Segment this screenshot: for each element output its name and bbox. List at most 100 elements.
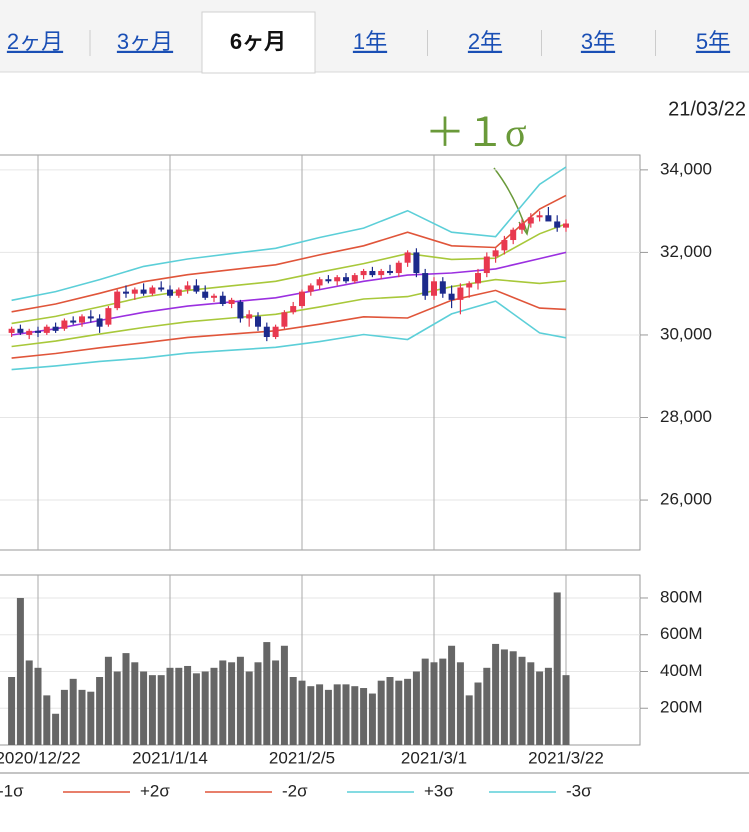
volume-bar [228, 662, 236, 745]
volume-bar [8, 677, 16, 745]
volume-bar [483, 667, 491, 745]
candle-body [272, 326, 279, 338]
candle-body [17, 328, 24, 333]
volume-bar [34, 667, 42, 745]
candle-body [70, 320, 77, 323]
volume-bar [448, 645, 456, 745]
volume-bar [404, 678, 412, 745]
tab[interactable]: 3年 [581, 29, 615, 54]
volume-bar [421, 658, 429, 745]
candle-body [26, 330, 33, 335]
candle-body [52, 326, 59, 331]
candle-body [131, 289, 138, 294]
candle-body [439, 281, 446, 294]
volume-bar [140, 671, 148, 745]
candle-body [334, 277, 341, 282]
legend-label: -2σ [282, 781, 308, 800]
volume-bar [157, 675, 165, 745]
y-tick-label: 34,000 [660, 159, 712, 178]
volume-bar [333, 684, 341, 745]
candle-body [457, 287, 464, 300]
candle-body [290, 306, 297, 313]
legend-label: +2σ [140, 781, 170, 800]
volume-bar [360, 688, 368, 745]
volume-bar [500, 649, 508, 745]
volume-bar [60, 689, 68, 745]
volume-bar [131, 662, 139, 745]
volume-bar [192, 673, 200, 745]
volume-bar [316, 684, 324, 745]
tab[interactable]: 2年 [468, 29, 502, 54]
tab[interactable]: 6ヶ月 [230, 29, 286, 54]
y-tick-label: 200M [660, 698, 703, 717]
y-tick-label: 28,000 [660, 407, 712, 426]
candle-body [211, 295, 217, 298]
candle-body [237, 301, 244, 319]
candle-body [545, 215, 552, 222]
volume-bar [78, 689, 86, 745]
legend-label: -3σ [566, 781, 592, 800]
candle-body [413, 252, 420, 274]
volume-bar [122, 653, 130, 745]
candle-body [536, 215, 543, 218]
candle-body [149, 287, 156, 294]
x-tick-label: 2021/3/22 [528, 748, 604, 767]
candle-body [492, 250, 499, 257]
legend-label: -1σ [0, 781, 24, 800]
candle-body [158, 287, 165, 290]
candle-body [281, 312, 288, 327]
tab[interactable]: 3ヶ月 [117, 29, 173, 54]
candle-body [8, 328, 15, 333]
volume-bar [536, 671, 544, 745]
candle-body [519, 223, 525, 230]
candle-body [96, 318, 103, 327]
volume-bar [166, 667, 174, 745]
volume-bar [474, 682, 482, 745]
candle-body [193, 285, 200, 292]
x-tick-label: 2020/12/22 [0, 748, 81, 767]
y-tick-label: 400M [660, 661, 703, 680]
x-tick-label: 2021/3/1 [401, 748, 467, 767]
volume-bar [465, 695, 473, 745]
active-tab [201, 11, 316, 74]
volume-bar [430, 662, 438, 745]
candle-body [228, 299, 235, 305]
volume-bar [518, 656, 526, 745]
volume-bar [351, 686, 359, 745]
volume-bar [113, 671, 121, 745]
candle-body [466, 283, 473, 288]
volume-bar [342, 684, 350, 745]
volume-bar [245, 671, 253, 745]
volume-bar [324, 689, 332, 745]
candle-body [422, 273, 429, 296]
volume-bar [25, 660, 33, 745]
candle-body [175, 289, 182, 296]
candle-body [79, 316, 85, 323]
volume-bar [280, 645, 288, 745]
y-tick-label: 800M [660, 587, 703, 606]
volume-bar [43, 695, 51, 745]
candle-body [378, 270, 385, 276]
band-line [11, 166, 567, 302]
date-label: 21/03/22 [668, 98, 746, 120]
tab[interactable]: 1年 [353, 29, 387, 54]
candle-body [351, 275, 358, 282]
y-tick-label: 32,000 [660, 242, 712, 261]
candle-body [87, 316, 94, 319]
volume-bar [562, 675, 570, 745]
candle-body [219, 295, 226, 305]
candle-body [475, 273, 481, 284]
tab[interactable]: 2ヶ月 [7, 29, 63, 54]
band-line [11, 278, 567, 348]
volume-bar [386, 677, 394, 745]
candle-body [369, 270, 376, 276]
tab[interactable]: 5年 [696, 29, 730, 54]
volume-bar [96, 677, 104, 745]
volume-bar [52, 713, 60, 745]
volume-bar [87, 691, 95, 745]
volume-bar [456, 662, 464, 745]
volume-bar [263, 642, 271, 745]
volume-bar [254, 662, 262, 745]
candle-body [395, 262, 402, 274]
